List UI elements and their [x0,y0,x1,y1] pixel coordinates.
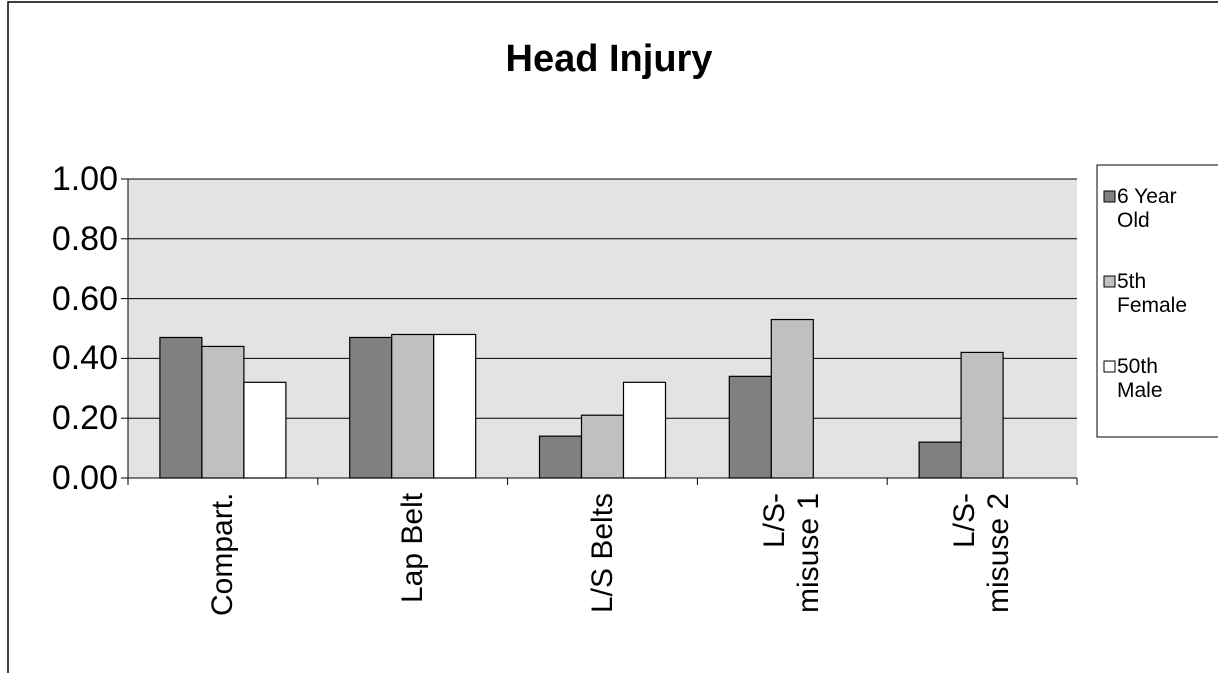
y-tick-label: 0.80 [51,219,118,258]
y-tick-label: 0.20 [51,399,118,438]
bar [349,336,393,479]
x-tick-label: Compart. [205,493,239,617]
x-tick-label: L/S- misuse 2 [948,493,1016,614]
bar [728,375,772,479]
bar [243,381,287,479]
y-tick-label: 1.00 [51,160,118,198]
bar [622,381,667,479]
bar [580,414,625,479]
legend-label: 5th Female [1117,270,1188,317]
x-tick-label: Lap Belt [395,493,429,604]
bar [433,333,477,479]
bar [918,441,962,479]
legend-box [1096,164,1218,438]
x-tick-label: L/S- misuse 1 [758,493,826,614]
x-tick-label: L/S Belts [585,493,619,614]
legend-label: 50th Male [1117,355,1163,402]
legend-label: 6 Year Old [1117,185,1177,232]
chart-frame [7,1,1218,673]
legend-swatch [1103,275,1116,288]
bar [201,345,245,479]
y-tick-label: 0.40 [51,339,118,378]
y-tick-label: 0.00 [51,459,118,497]
bar [538,435,583,479]
bar [391,333,435,479]
bar [159,336,203,479]
legend-swatch [1103,360,1116,373]
legend-swatch [1103,190,1116,203]
y-tick-label: 0.60 [51,279,118,318]
bar [770,318,814,479]
chart-title: Head Injury [505,38,713,80]
bar [960,351,1004,479]
